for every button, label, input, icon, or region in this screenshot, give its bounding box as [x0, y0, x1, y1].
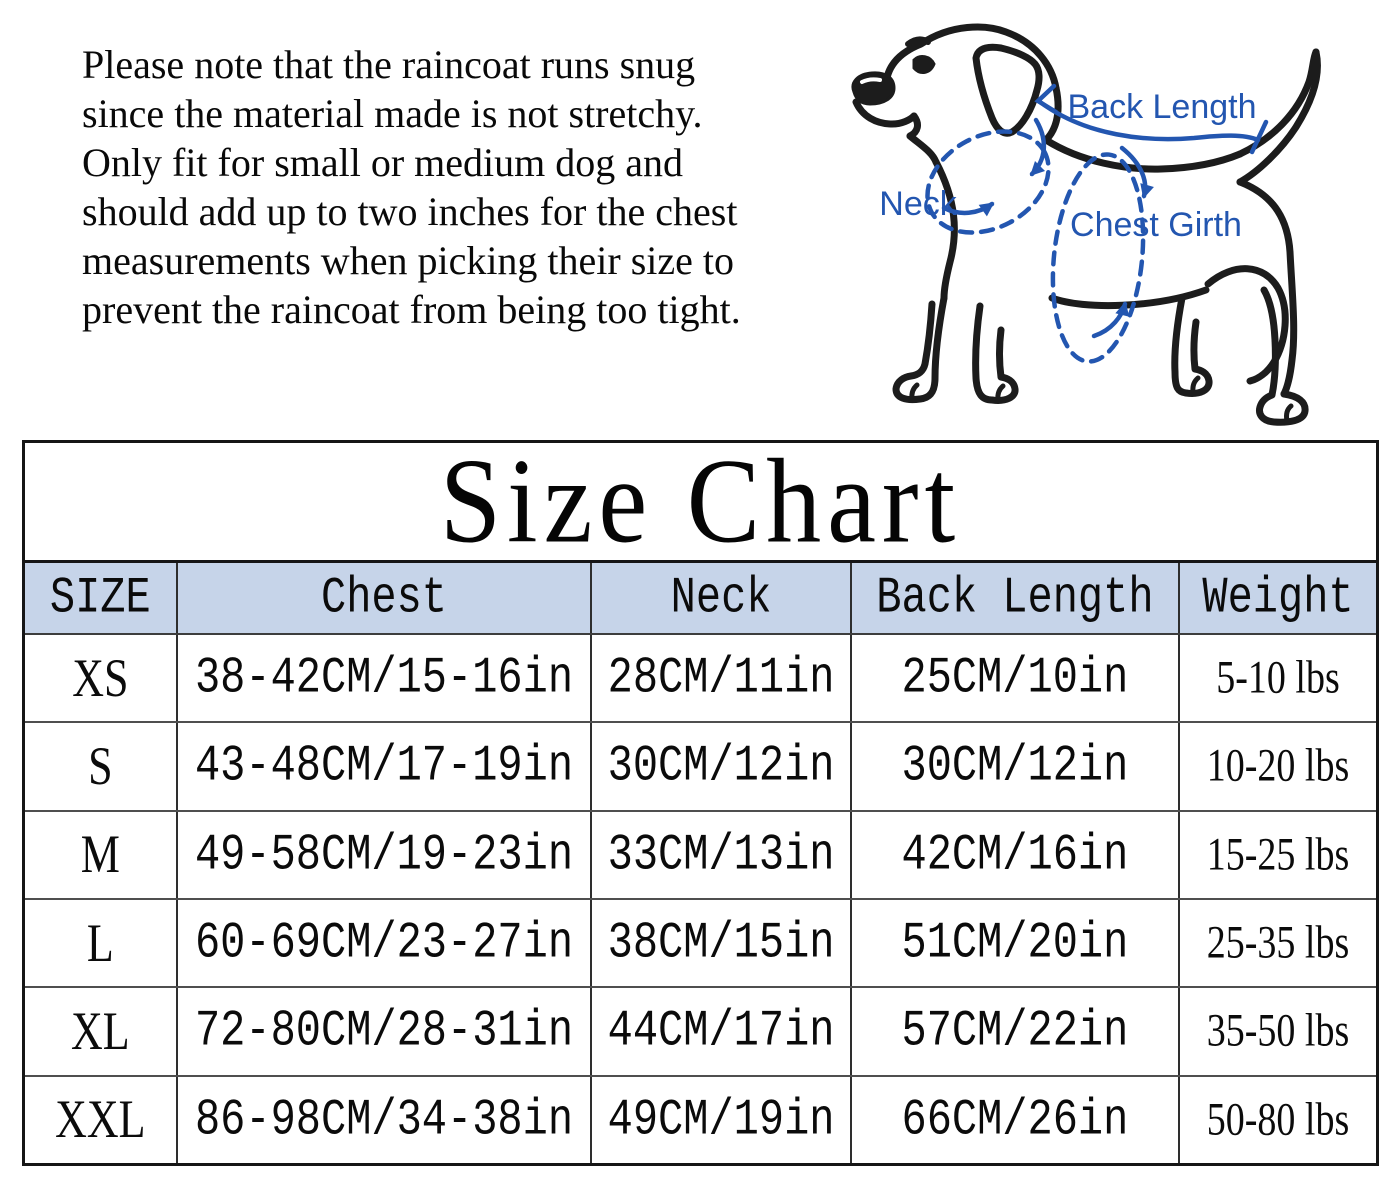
table-row-xs: XS 38-42CM/15-16in 28CM/11in 25CM/10in 5… — [25, 635, 1376, 722]
cell-back-length: 42CM/16in — [849, 811, 1178, 898]
cell-neck: 49CM/19in — [590, 1076, 849, 1163]
note-line: should add up to two inches for the ches… — [82, 189, 738, 234]
table-row-xl: XL 72-80CM/28-31in 44CM/17in 57CM/22in 3… — [25, 986, 1376, 1075]
cell-chest: 49-58CM/19-23in — [175, 811, 591, 898]
cell-size: XL — [70, 1001, 130, 1062]
header-cell-chest: Chest — [175, 563, 591, 633]
back-length-end-tick — [1249, 119, 1269, 155]
note-paragraph: Please note that the raincoat runs snug … — [82, 40, 741, 334]
cell-chest: 38-42CM/15-16in — [175, 635, 591, 722]
chest-top-arrow — [1119, 145, 1154, 199]
dog-measurement-diagram: Back Length Neck Chest Girth — [826, 0, 1400, 436]
cell-chest: 86-98CM/34-38in — [175, 1076, 591, 1163]
note-line: Please note that the raincoat runs snug — [82, 42, 696, 87]
chest-girth-label: Chest Girth — [1070, 206, 1242, 244]
cell-back-length: 51CM/20in — [849, 899, 1178, 987]
cell-neck: 44CM/17in — [590, 988, 849, 1075]
header-cell-weight: Weight — [1178, 563, 1376, 633]
size-chart-title: Size Chart — [439, 433, 962, 569]
cell-weight: 5-10 lbs — [1178, 635, 1376, 722]
size-chart-body: XS 38-42CM/15-16in 28CM/11in 25CM/10in 5… — [25, 635, 1376, 1163]
cell-neck: 38CM/15in — [590, 899, 849, 987]
eyebrow-line — [905, 36, 931, 47]
note-line: prevent the raincoat from being too tigh… — [82, 287, 741, 332]
cell-neck: 30CM/12in — [590, 723, 849, 810]
header-cell-neck: Neck — [590, 563, 849, 633]
header-cell-back-length: Back Length — [849, 563, 1178, 633]
cell-weight: 35-50 lbs — [1178, 988, 1376, 1075]
size-chart-header: SIZE Chest Neck Back Length Weight — [25, 563, 1376, 635]
cell-chest: 60-69CM/23-27in — [175, 899, 591, 987]
cell-size: XS — [72, 648, 129, 709]
cell-neck: 28CM/11in — [590, 635, 849, 722]
ear-outline — [972, 43, 1043, 137]
cell-back-length: 57CM/22in — [849, 988, 1178, 1075]
back-length-label: Back Length — [1067, 88, 1256, 126]
measurement-annotations — [925, 83, 1269, 364]
tail-outline — [1236, 48, 1320, 158]
cell-chest: 43-48CM/17-19in — [175, 723, 591, 810]
cell-back-length: 30CM/12in — [849, 723, 1178, 810]
note-line: Only fit for small or medium dog and — [82, 140, 684, 185]
chest-bottom-arrow — [1091, 301, 1130, 339]
puppy-diagram-icon: Back Length Neck Chest Girth — [851, 23, 1321, 426]
cell-weight: 10-20 lbs — [1178, 723, 1376, 810]
muzzle-outline — [852, 98, 918, 128]
cell-size: S — [88, 736, 113, 797]
cell-back-length: 25CM/10in — [849, 635, 1178, 722]
note-line: measurements when picking their size to — [82, 238, 735, 283]
header-cell-size: SIZE — [49, 568, 151, 628]
size-chart-table: Size Chart SIZE Chest Neck Back Length W… — [22, 434, 1379, 1166]
cell-size: L — [86, 913, 114, 974]
table-row-l: L 60-69CM/23-27in 38CM/15in 51CM/20in 25… — [25, 897, 1376, 987]
table-row-xxl: XXL 86-98CM/34-38in 49CM/19in 66CM/26in … — [25, 1074, 1376, 1163]
cell-size: XXL — [55, 1089, 146, 1150]
back-length-line — [1037, 99, 1261, 143]
table-row-s: S 43-48CM/17-19in 30CM/12in 30CM/12in 10… — [25, 721, 1376, 810]
nose-highlight — [860, 77, 882, 84]
size-chart-title-row: Size Chart — [25, 434, 1376, 568]
neck-label: Neck — [879, 185, 957, 223]
cell-weight: 15-25 lbs — [1178, 811, 1376, 898]
neck-top-arrow — [1029, 117, 1046, 177]
table-row-m: M 49-58CM/19-23in 33CM/13in 42CM/16in 15… — [25, 809, 1376, 898]
note-line: since the material made is not stretchy. — [82, 91, 703, 136]
cell-size: M — [80, 824, 120, 885]
cell-back-length: 66CM/26in — [849, 1076, 1178, 1163]
cell-chest: 72-80CM/28-31in — [175, 988, 591, 1075]
cell-weight: 25-35 lbs — [1178, 899, 1376, 987]
back-length-start-chevron — [1034, 83, 1059, 115]
eye-icon — [912, 55, 936, 74]
chest-measure-ellipse — [1050, 152, 1146, 364]
puppy-outline — [852, 23, 1321, 426]
cell-neck: 33CM/13in — [590, 811, 849, 898]
neck-arrow — [941, 201, 995, 217]
cell-weight: 50-80 lbs — [1178, 1076, 1376, 1163]
